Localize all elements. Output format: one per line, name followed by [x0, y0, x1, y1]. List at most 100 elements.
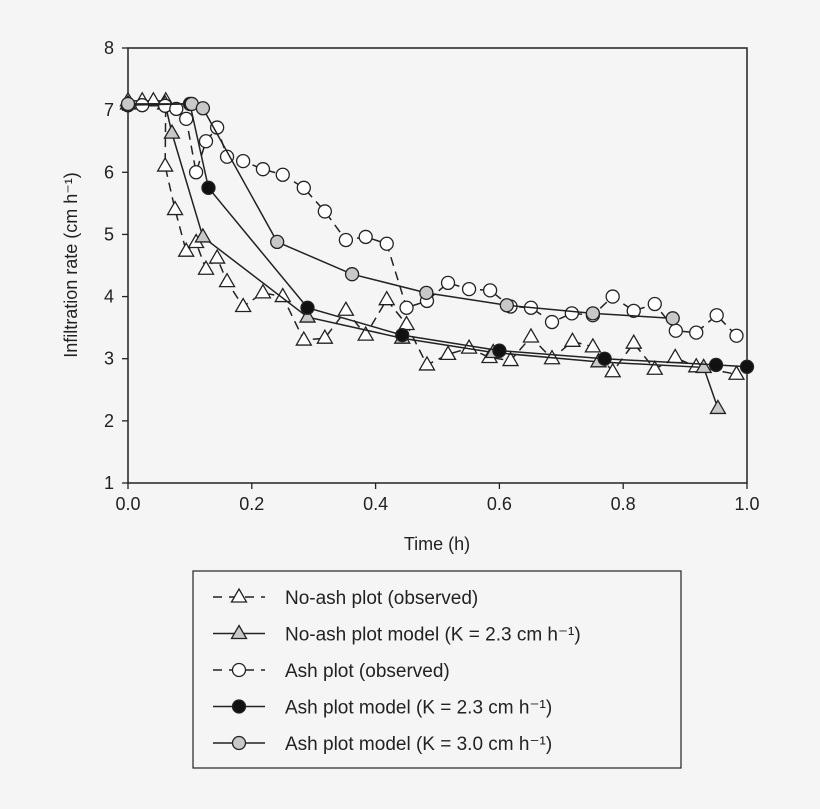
data-point	[195, 101, 211, 116]
data-point	[298, 307, 317, 323]
y-tick-label: 5	[104, 224, 114, 244]
data-point	[440, 275, 456, 291]
data-point	[296, 180, 311, 195]
series-0	[119, 91, 746, 380]
x-tick-label: 1.0	[734, 494, 759, 514]
data-point	[499, 298, 514, 313]
data-point	[163, 123, 181, 139]
legend-marker	[230, 587, 248, 603]
data-point	[198, 134, 214, 149]
legend-item: No-ash plot model (K = 2.3 cm h⁻¹)	[213, 624, 581, 646]
data-point	[439, 345, 457, 361]
data-point	[169, 101, 184, 117]
data-point	[197, 259, 215, 275]
x-axis-label: Time (h)	[404, 534, 470, 554]
data-point	[399, 300, 414, 315]
data-point	[379, 236, 394, 251]
series-3	[120, 96, 755, 374]
x-tick-label: 0.4	[363, 494, 388, 514]
series-line	[128, 104, 738, 337]
data-point	[461, 281, 477, 297]
data-point	[179, 111, 194, 126]
plot-frame	[127, 47, 748, 484]
data-point	[708, 357, 724, 373]
y-tick-label: 2	[104, 411, 114, 431]
data-point	[188, 165, 204, 180]
data-point	[626, 303, 641, 319]
legend-label: No-ash plot model (K = 2.3 cm h⁻¹)	[285, 625, 581, 646]
data-point	[270, 234, 285, 250]
legend-label: Ash plot model (K = 3.0 cm h⁻¹)	[285, 734, 552, 755]
data-point	[563, 332, 582, 347]
data-point	[395, 327, 410, 343]
y-tick-label: 3	[104, 349, 114, 369]
data-point	[201, 180, 216, 195]
data-point	[254, 283, 272, 299]
data-point	[729, 328, 744, 343]
data-point	[144, 91, 163, 107]
series-line	[127, 103, 748, 368]
data-point	[316, 328, 334, 344]
data-point	[604, 362, 622, 378]
data-point	[597, 351, 612, 366]
legend-item: Ash plot model (K = 2.3 cm h⁻¹)	[213, 698, 552, 719]
legend-item: Ash plot model (K = 3.0 cm h⁻¹)	[213, 734, 552, 755]
data-point	[209, 120, 225, 135]
data-point	[646, 359, 664, 375]
data-point	[665, 311, 680, 326]
legend-marker	[231, 699, 247, 714]
series-line	[128, 100, 737, 375]
legend-box	[192, 570, 682, 769]
legend-label: Ash plot model (K = 2.3 cm h⁻¹)	[285, 698, 552, 719]
data-point	[584, 337, 602, 353]
legend-marker	[231, 735, 247, 751]
data-point	[709, 399, 727, 415]
y-tick-label: 8	[104, 38, 114, 58]
data-point	[492, 343, 507, 358]
data-point	[739, 359, 755, 374]
data-point	[338, 232, 354, 248]
data-point	[378, 290, 396, 306]
x-tick-label: 0.2	[239, 494, 264, 514]
x-tick-label: 0.8	[611, 494, 636, 514]
data-point	[358, 229, 373, 245]
data-point	[668, 323, 683, 338]
data-point	[295, 330, 313, 346]
data-point	[501, 351, 520, 367]
data-point	[156, 156, 174, 172]
data-point	[357, 325, 375, 341]
data-point	[689, 325, 704, 340]
series-4	[120, 96, 680, 326]
data-point	[234, 297, 252, 313]
data-point	[585, 306, 601, 321]
data-point	[695, 358, 713, 374]
data-point	[344, 267, 360, 282]
data-point	[235, 153, 251, 169]
data-point	[317, 204, 332, 219]
legend-item: Ash plot (observed)	[213, 661, 450, 682]
legend-label: Ash plot (observed)	[285, 661, 450, 682]
data-point	[194, 227, 212, 243]
data-point	[544, 314, 560, 330]
data-point	[218, 272, 236, 288]
data-point	[727, 364, 746, 380]
data-point	[666, 348, 684, 364]
y-tick-label: 1	[104, 473, 114, 493]
data-point	[419, 285, 434, 300]
data-point	[605, 289, 620, 304]
data-point	[522, 327, 540, 343]
data-point	[709, 308, 724, 323]
series-line	[128, 103, 719, 409]
data-point	[337, 300, 355, 316]
data-point	[255, 162, 271, 177]
legend-label: No-ash plot (observed)	[285, 588, 478, 609]
data-point	[120, 96, 136, 112]
y-axis-label: Infiltration rate (cm h⁻¹)	[61, 172, 81, 358]
data-point	[647, 296, 662, 312]
data-point	[482, 283, 498, 298]
y-tick-label: 6	[104, 162, 114, 182]
data-point	[564, 306, 579, 321]
legend-item: No-ash plot (observed)	[213, 587, 478, 609]
data-point	[418, 355, 436, 371]
y-tick-label: 4	[104, 287, 114, 307]
